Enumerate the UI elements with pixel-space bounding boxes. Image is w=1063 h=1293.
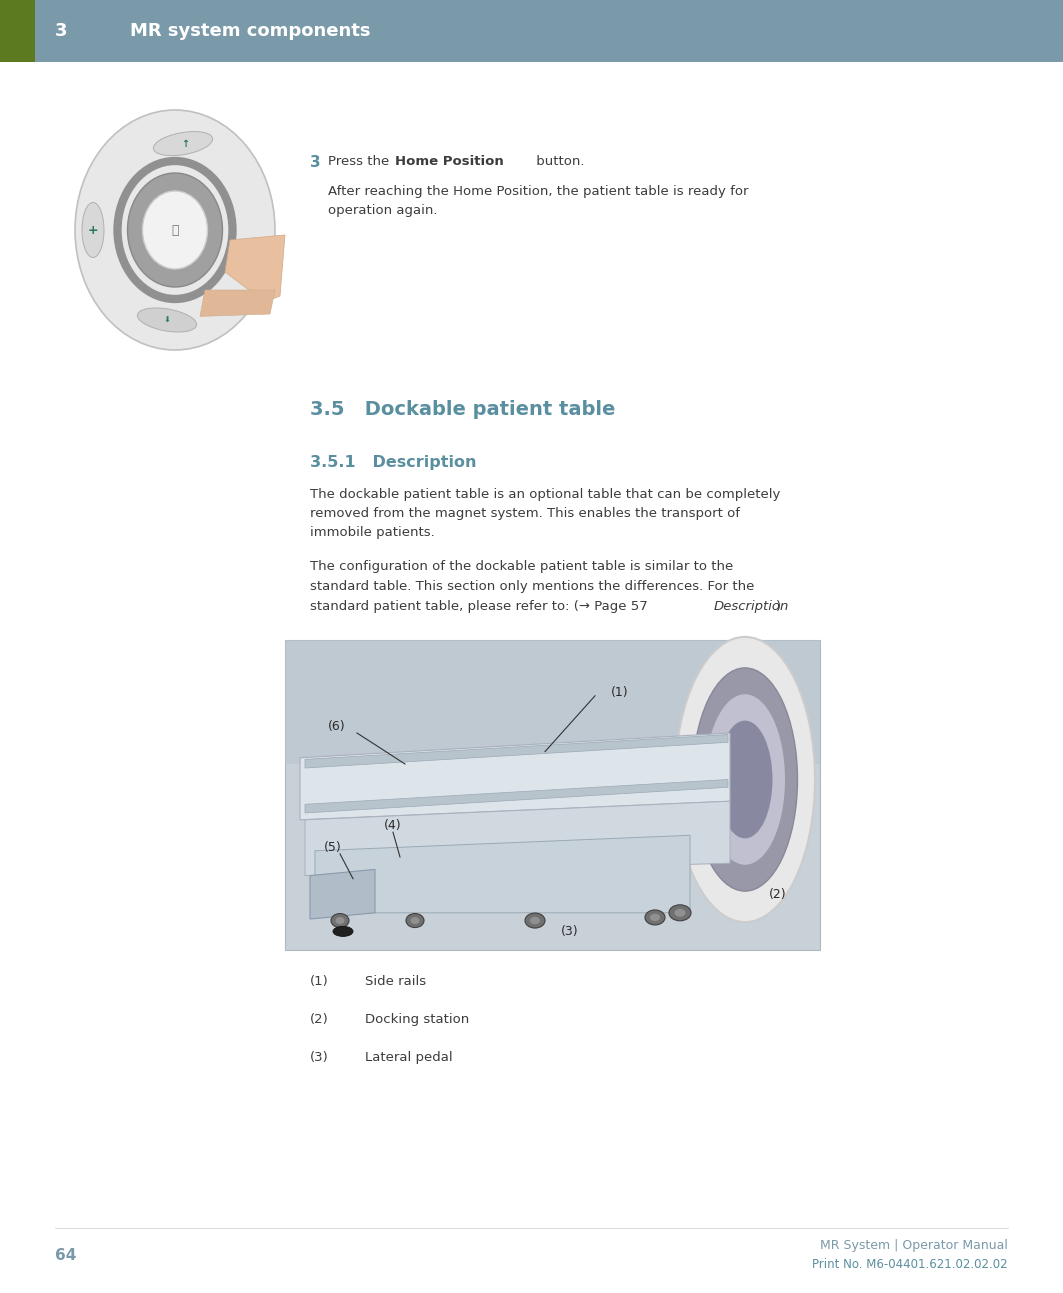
Text: (2): (2) <box>770 888 787 901</box>
Text: Lateral pedal: Lateral pedal <box>365 1051 453 1064</box>
Text: ): ) <box>776 600 781 613</box>
Ellipse shape <box>692 668 797 891</box>
Text: MR system components: MR system components <box>130 22 371 40</box>
Text: ⬇: ⬇ <box>164 315 170 325</box>
Ellipse shape <box>675 909 686 917</box>
Ellipse shape <box>705 694 784 865</box>
Text: The dockable patient table is an optional table that can be completely
removed f: The dockable patient table is an optiona… <box>310 487 780 539</box>
Text: standard table. This section only mentions the differences. For the: standard table. This section only mentio… <box>310 581 755 593</box>
Polygon shape <box>315 835 690 913</box>
Ellipse shape <box>137 308 197 332</box>
Ellipse shape <box>410 917 420 924</box>
Text: standard patient table, please refer to: (→ Page 57: standard patient table, please refer to:… <box>310 600 652 613</box>
Text: Docking station: Docking station <box>365 1012 469 1027</box>
Polygon shape <box>200 290 275 317</box>
Text: The configuration of the dockable patient table is similar to the: The configuration of the dockable patien… <box>310 560 733 573</box>
Text: After reaching the Home Position, the patient table is ready for
operation again: After reaching the Home Position, the pa… <box>328 185 748 217</box>
Text: (3): (3) <box>310 1051 328 1064</box>
Ellipse shape <box>525 913 545 928</box>
Text: +: + <box>87 224 98 237</box>
Polygon shape <box>305 780 728 813</box>
Ellipse shape <box>718 720 773 838</box>
Text: (3): (3) <box>561 924 579 937</box>
Bar <box>0 0 35 62</box>
Ellipse shape <box>336 917 344 924</box>
Polygon shape <box>310 869 375 919</box>
Text: Description: Description <box>714 600 790 613</box>
Bar <box>0 0 1063 62</box>
Ellipse shape <box>530 917 540 924</box>
Text: Home Position: Home Position <box>395 155 504 168</box>
Ellipse shape <box>649 914 660 921</box>
Ellipse shape <box>333 926 353 936</box>
Ellipse shape <box>75 110 275 350</box>
Text: Press the: Press the <box>328 155 393 168</box>
Bar <box>285 640 820 950</box>
Text: (1): (1) <box>310 975 328 988</box>
Ellipse shape <box>82 203 104 257</box>
Text: (5): (5) <box>324 842 342 855</box>
Ellipse shape <box>331 914 349 927</box>
Polygon shape <box>305 734 728 768</box>
Text: (4): (4) <box>384 820 402 833</box>
Ellipse shape <box>142 191 207 269</box>
Ellipse shape <box>406 914 424 927</box>
Ellipse shape <box>675 637 815 922</box>
Text: ⏸: ⏸ <box>171 224 179 237</box>
Text: (6): (6) <box>328 720 345 733</box>
Polygon shape <box>225 235 285 303</box>
Text: 64: 64 <box>55 1248 77 1262</box>
Ellipse shape <box>153 132 213 155</box>
Polygon shape <box>300 733 730 820</box>
Text: Print No. M6-04401.621.02.02.02: Print No. M6-04401.621.02.02.02 <box>812 1258 1008 1271</box>
Text: MR System | Operator Manual: MR System | Operator Manual <box>821 1239 1008 1252</box>
Ellipse shape <box>669 905 691 921</box>
Text: button.: button. <box>532 155 585 168</box>
Text: 3: 3 <box>55 22 67 40</box>
Text: 3.5.1   Description: 3.5.1 Description <box>310 455 476 469</box>
Text: (1): (1) <box>611 687 629 700</box>
Text: ↑: ↑ <box>181 138 189 149</box>
Polygon shape <box>305 802 730 875</box>
Bar <box>285 640 820 764</box>
Text: Side rails: Side rails <box>365 975 426 988</box>
Text: (2): (2) <box>310 1012 328 1027</box>
Ellipse shape <box>128 173 222 287</box>
Ellipse shape <box>645 910 665 924</box>
Text: 3.5   Dockable patient table: 3.5 Dockable patient table <box>310 400 615 419</box>
Text: 3: 3 <box>310 155 321 169</box>
Ellipse shape <box>686 781 694 789</box>
